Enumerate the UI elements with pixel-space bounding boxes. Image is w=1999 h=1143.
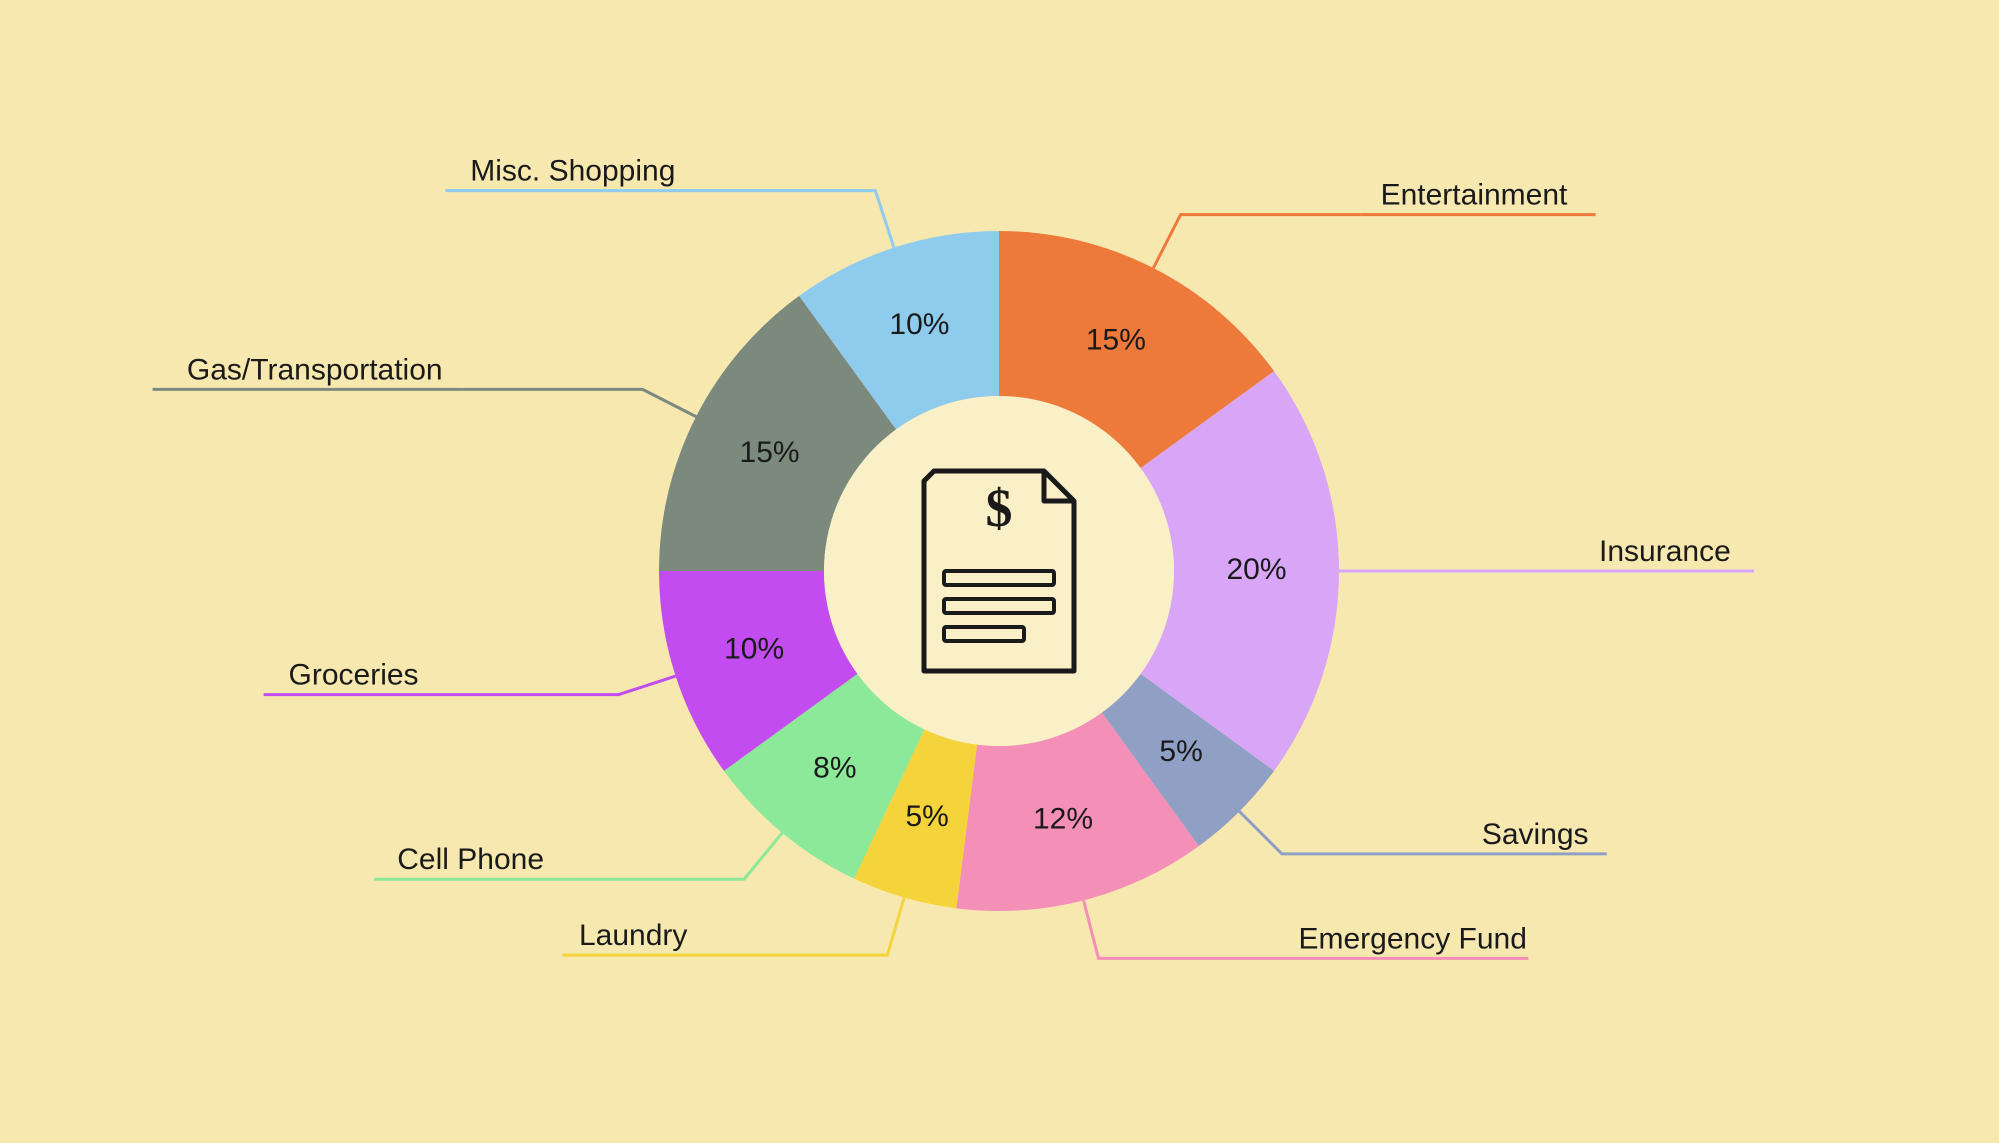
- category-label: Misc. Shopping: [470, 154, 675, 187]
- svg-text:$: $: [986, 478, 1013, 538]
- slice-percent-label: 15%: [740, 436, 800, 469]
- category-label: Insurance: [1599, 535, 1731, 568]
- category-label: Groceries: [289, 659, 419, 692]
- slice-percent-label: 8%: [813, 751, 856, 784]
- slice-percent-label: 12%: [1033, 802, 1093, 835]
- slice-percent-label: 5%: [905, 800, 948, 833]
- slice-percent-label: 10%: [889, 308, 949, 341]
- slice-percent-label: 10%: [724, 632, 784, 665]
- slice-percent-label: 5%: [1159, 735, 1202, 768]
- category-label: Laundry: [579, 919, 687, 952]
- slice-percent-label: 20%: [1226, 553, 1286, 586]
- category-label: Emergency Fund: [1298, 922, 1526, 955]
- category-label: Gas/Transportation: [187, 353, 443, 386]
- slice-percent-label: 15%: [1086, 323, 1146, 356]
- category-label: Savings: [1482, 818, 1589, 851]
- budget-donut-chart: 15% 20% 5% 12% 5% 8% 10% 15% 10% Entertainment Ins…: [0, 0, 1999, 1143]
- category-label: Entertainment: [1381, 179, 1568, 212]
- category-label: Cell Phone: [397, 843, 544, 876]
